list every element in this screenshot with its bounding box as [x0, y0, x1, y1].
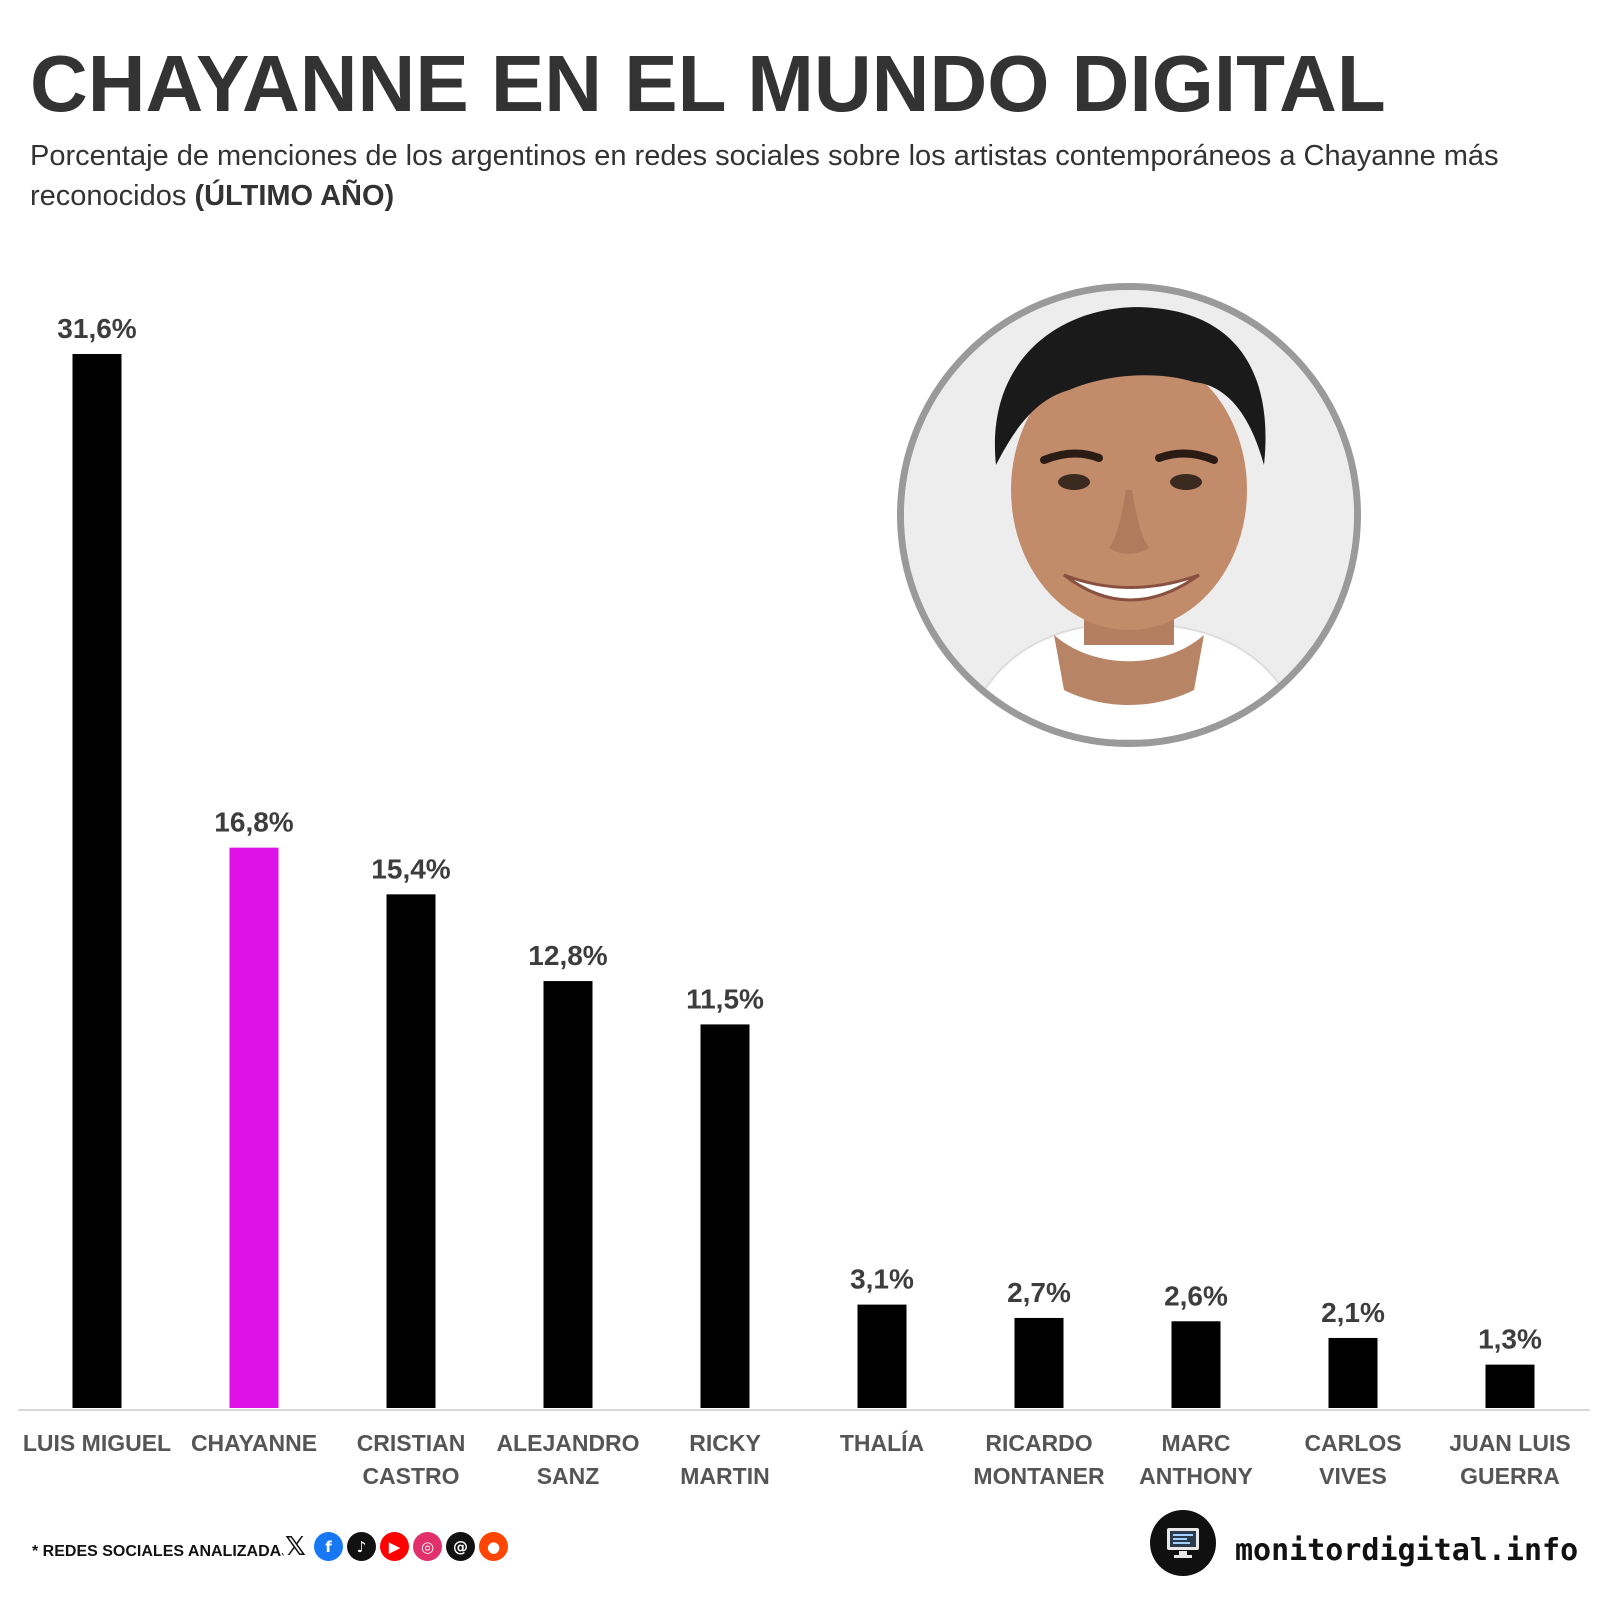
- value-label-4: 11,5%: [686, 983, 764, 1014]
- instagram-icon: ◎: [413, 1532, 442, 1561]
- category-label-4: RICKY MARTIN: [680, 1430, 769, 1489]
- brand-name: monitordigital.info: [1235, 1533, 1579, 1568]
- social-networks: 𝕏 f ♪ ▶ ◎ @ ●: [281, 1532, 508, 1562]
- bar-chart: 31,6% 16,8% 15,4% 12,8% 11,5% 3,1% 2,7% 2,6% 2,1…: [18, 313, 1590, 1489]
- category-label-5: THALÍA: [840, 1429, 924, 1456]
- value-label-2: 15,4%: [371, 853, 450, 884]
- bar-9: [1485, 1364, 1535, 1408]
- value-label-5: 3,1%: [850, 1264, 914, 1295]
- value-label-9: 1,3%: [1478, 1324, 1542, 1355]
- value-label-6: 2,7%: [1007, 1277, 1071, 1308]
- category-label-7: MARC ANTHONY: [1139, 1430, 1253, 1489]
- facebook-icon: f: [314, 1532, 343, 1561]
- threads-icon: @: [446, 1532, 475, 1561]
- bar-6: [1014, 1317, 1064, 1408]
- bar-2: [386, 894, 436, 1408]
- bar-1: [229, 847, 279, 1408]
- bar-8: [1328, 1337, 1378, 1408]
- category-label-9: JUAN LUIS GUERRA: [1449, 1430, 1570, 1489]
- bar-0: [72, 354, 122, 1408]
- category-label-8: CARLOS VIVES: [1304, 1430, 1401, 1489]
- subtitle-emphasis: (ÚLTIMO AÑO): [194, 180, 395, 212]
- monitor-icon: [1150, 1510, 1216, 1576]
- bar-4: [700, 1024, 750, 1408]
- page-title: CHAYANNE EN EL MUNDO DIGITAL: [30, 39, 1386, 128]
- x-icon: 𝕏: [281, 1532, 310, 1562]
- chayanne-portrait: [897, 283, 1361, 747]
- subtitle-text: Porcentaje de menciones de los argentino…: [30, 140, 1499, 212]
- page-subtitle: Porcentaje de menciones de los argentino…: [30, 136, 1570, 216]
- bar-7: [1171, 1321, 1221, 1408]
- value-label-8: 2,1%: [1321, 1297, 1385, 1328]
- reddit-icon: ●: [479, 1532, 508, 1561]
- category-label-0: LUIS MIGUEL: [23, 1430, 171, 1456]
- category-label-2: CRISTIAN CASTRO: [357, 1430, 466, 1489]
- category-label-3: ALEJANDRO SANZ: [496, 1430, 639, 1489]
- value-label-3: 12,8%: [528, 940, 607, 971]
- category-label-1: CHAYANNE: [191, 1430, 317, 1456]
- tiktok-icon: ♪: [347, 1532, 376, 1561]
- value-label-7: 2,6%: [1164, 1280, 1228, 1311]
- category-label-6: RICARDO MONTANER: [973, 1430, 1105, 1489]
- bar-5: [857, 1304, 907, 1408]
- value-label-1: 16,8%: [214, 807, 293, 838]
- value-label-0: 31,6%: [57, 313, 136, 344]
- youtube-icon: ▶: [380, 1532, 409, 1561]
- bar-3: [543, 981, 593, 1408]
- footer-note: * REDES SOCIALES ANALIZADAS: [32, 1543, 292, 1560]
